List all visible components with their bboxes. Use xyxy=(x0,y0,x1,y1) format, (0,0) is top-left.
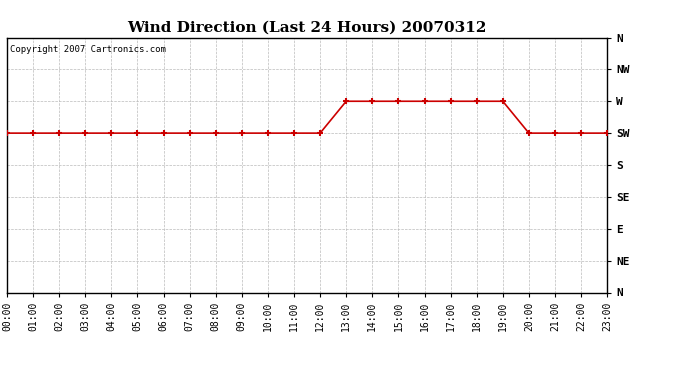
Text: Copyright 2007 Cartronics.com: Copyright 2007 Cartronics.com xyxy=(10,45,166,54)
Title: Wind Direction (Last 24 Hours) 20070312: Wind Direction (Last 24 Hours) 20070312 xyxy=(128,21,486,35)
